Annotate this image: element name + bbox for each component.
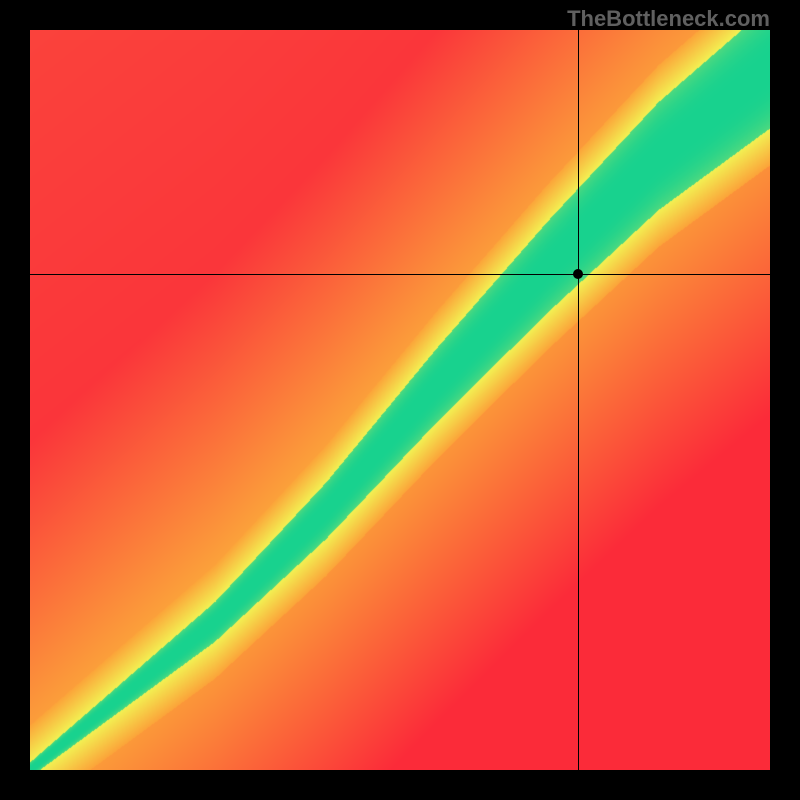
crosshair-marker <box>573 269 583 279</box>
bottleneck-heatmap <box>30 30 770 770</box>
crosshair-vertical <box>578 30 579 770</box>
watermark-text: TheBottleneck.com <box>567 6 770 32</box>
heatmap-canvas <box>30 30 770 770</box>
crosshair-horizontal <box>30 274 770 275</box>
